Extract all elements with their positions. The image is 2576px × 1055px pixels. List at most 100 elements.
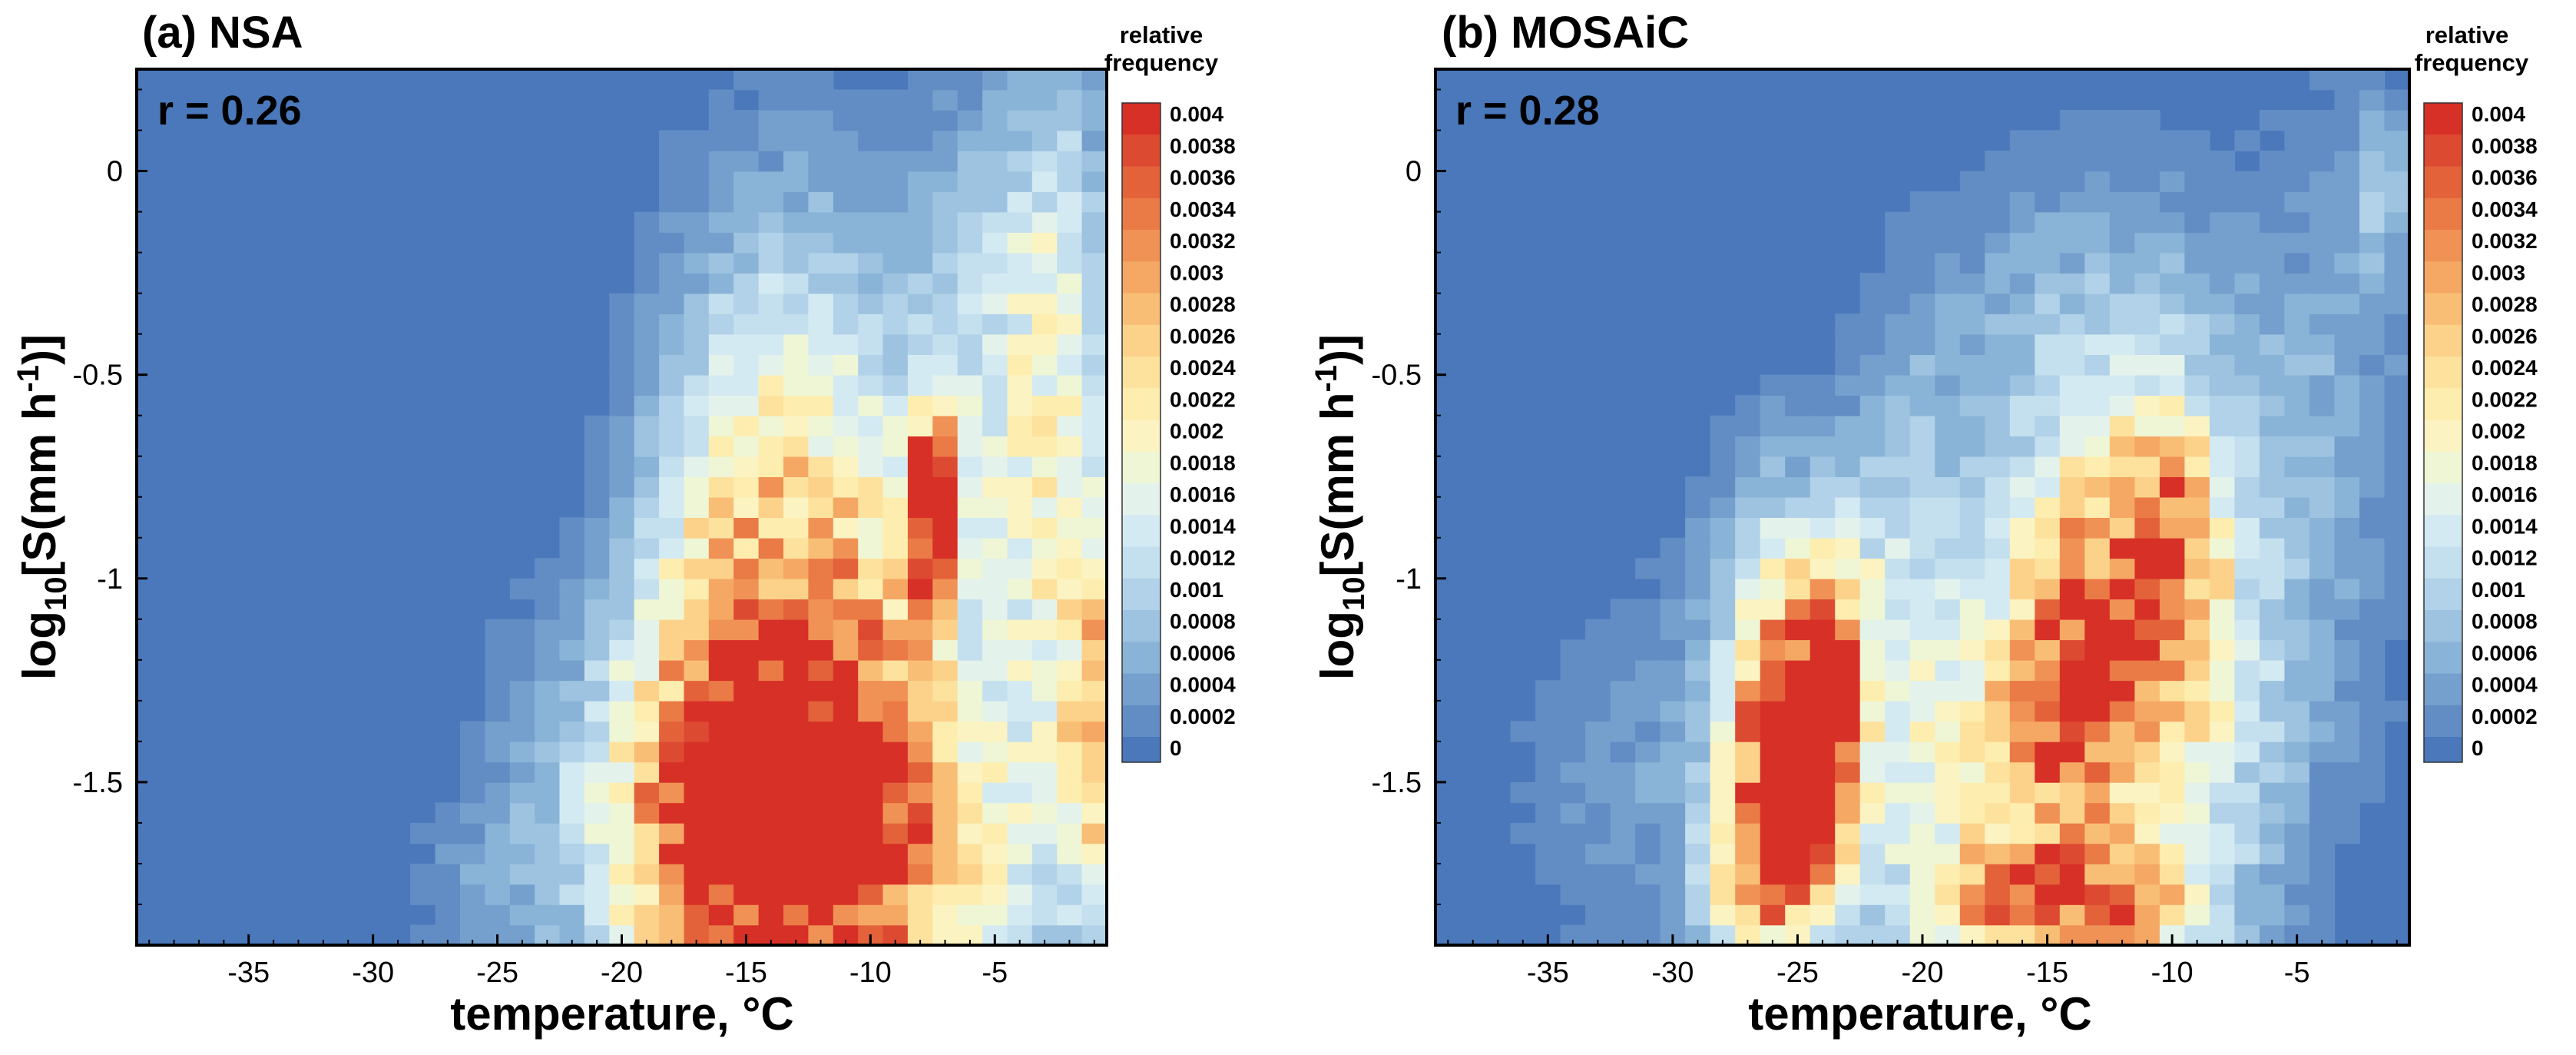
heatmap-cell <box>1635 822 1661 844</box>
heatmap-cell <box>907 151 934 172</box>
heatmap-cell <box>957 904 983 926</box>
heatmap-cell <box>1859 721 1886 742</box>
heatmap-cell <box>907 171 934 192</box>
heatmap-cell <box>1885 476 1911 498</box>
heatmap-cell <box>932 639 959 661</box>
heatmap-cell <box>2334 822 2360 844</box>
colorbar-swatch <box>1122 103 1161 135</box>
heatmap-cell <box>2359 252 2386 274</box>
heatmap-cell <box>1660 904 1686 926</box>
heatmap-cell <box>708 436 734 457</box>
heatmap-cell <box>1081 578 1108 600</box>
heatmap-cell <box>2035 211 2061 233</box>
heatmap-cell <box>2084 293 2111 314</box>
heatmap-cell <box>733 252 760 274</box>
heatmap-cell <box>1935 476 1961 498</box>
heatmap-cell <box>485 680 511 702</box>
heatmap-cell <box>1560 680 1586 702</box>
heatmap-cell <box>808 252 834 274</box>
heatmap-cell <box>2159 802 2186 824</box>
heatmap-cell <box>684 314 710 335</box>
heatmap-cell <box>907 781 934 804</box>
heatmap-cell <box>1081 802 1108 824</box>
heatmap-cell <box>783 904 810 926</box>
heatmap-cell <box>1007 476 1033 498</box>
heatmap-cell <box>858 314 884 335</box>
heatmap-cell <box>1031 476 1058 498</box>
heatmap-cell <box>1735 517 1761 539</box>
heatmap-cell <box>659 314 685 335</box>
heatmap-cell <box>758 741 784 763</box>
heatmap-cell <box>2009 252 2036 274</box>
heatmap-cell <box>1760 599 1786 620</box>
heatmap-cell <box>2059 211 2086 233</box>
heatmap-cell <box>609 293 635 314</box>
heatmap-cell <box>2234 578 2260 600</box>
heatmap-cell <box>758 333 784 355</box>
heatmap-cell <box>2159 354 2186 376</box>
heatmap-cell <box>858 211 884 233</box>
heatmap-cell <box>2084 659 2111 682</box>
heatmap-cell <box>1935 619 1961 641</box>
heatmap-cell <box>559 599 585 620</box>
heatmap-cell <box>2035 415 2061 436</box>
heatmap-cell <box>1835 558 1861 579</box>
heatmap-cell <box>1785 517 1811 539</box>
heatmap-cell <box>1809 374 1836 396</box>
heatmap-cell <box>659 436 685 457</box>
heatmap-cell <box>1007 558 1033 579</box>
heatmap-cell <box>634 558 660 579</box>
heatmap-cell <box>2059 822 2086 844</box>
heatmap-cell <box>2109 659 2136 682</box>
heatmap-cell <box>2209 558 2236 579</box>
heatmap-cell <box>758 314 784 335</box>
heatmap-cell <box>1809 741 1836 763</box>
heatmap-cell <box>2209 639 2236 661</box>
colorbar-frame <box>2423 102 2463 763</box>
heatmap-cell <box>1785 496 1811 518</box>
heatmap-cell <box>1057 314 1083 335</box>
heatmap-cell <box>1735 843 1761 864</box>
heatmap-cell <box>1985 171 2011 192</box>
heatmap-cell <box>2184 599 2210 620</box>
heatmap-cell <box>2384 456 2410 477</box>
heatmap-cell <box>1031 293 1058 314</box>
heatmap-cell <box>2059 314 2086 335</box>
heatmap-cell <box>708 578 734 600</box>
heatmap-cell <box>1007 904 1033 926</box>
heatmap-cell <box>2059 721 2086 742</box>
heatmap-cell <box>1560 700 1586 722</box>
heatmap-cell <box>808 761 834 783</box>
heatmap-cell <box>2309 599 2336 620</box>
heatmap-cell <box>2035 476 2061 498</box>
heatmap-cell <box>1007 171 1033 192</box>
heatmap-cell <box>932 476 959 498</box>
heatmap-cell <box>2209 293 2236 314</box>
heatmap-cell <box>1935 822 1961 844</box>
colorbar-swatch <box>1122 705 1161 738</box>
heatmap-cell <box>2284 496 2310 518</box>
heatmap-cell <box>1885 822 1911 844</box>
heatmap-cell <box>1057 558 1083 579</box>
heatmap-cell <box>1081 456 1108 477</box>
heatmap-cell <box>2359 130 2386 151</box>
heatmap-cell <box>2109 822 2136 844</box>
heatmap-cell <box>882 517 909 539</box>
heatmap-cell <box>907 904 934 926</box>
heatmap-cell <box>1007 293 1033 314</box>
heatmap-cell <box>2035 619 2061 641</box>
heatmap-cell <box>1859 904 1886 926</box>
heatmap-cell <box>2359 599 2386 620</box>
heatmap-cell <box>1057 761 1083 783</box>
heatmap-cell <box>1985 578 2011 600</box>
heatmap-cell <box>1031 395 1058 416</box>
heatmap-cell <box>833 476 859 498</box>
heatmap-cell <box>1081 904 1108 926</box>
heatmap-cell <box>2184 374 2210 396</box>
heatmap-cell <box>2384 395 2410 416</box>
heatmap-cell <box>2234 904 2260 926</box>
heatmap-cell <box>1959 721 1986 742</box>
heatmap-cell <box>2309 680 2336 702</box>
heatmap-cell <box>2309 781 2336 804</box>
heatmap-cell <box>833 293 859 314</box>
